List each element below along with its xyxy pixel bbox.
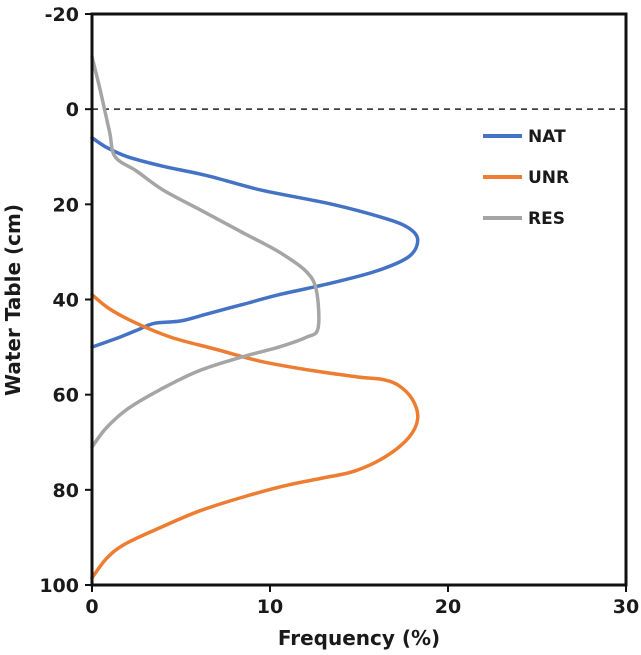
y-tick-label: 60 [53,385,79,407]
legend: NAT UNR RES [483,127,569,229]
y-tick-label: 80 [53,480,79,502]
x-tick-label: 30 [613,596,639,618]
y-axis: -20 0 20 40 60 80 100 [39,4,92,597]
x-axis-title: Frequency (%) [278,626,440,650]
y-tick-label: -20 [45,4,79,26]
legend-label-res: RES [528,209,565,229]
series-layer [90,55,420,580]
x-tick-label: 0 [85,596,98,618]
series-line-res [90,55,321,449]
x-tick-label: 10 [257,596,283,618]
legend-label-unr: UNR [528,168,569,188]
y-tick-label: 20 [53,194,79,216]
legend-label-nat: NAT [528,127,566,147]
y-tick-label: 40 [53,290,79,312]
series-line-nat [90,135,420,349]
y-tick-label: 100 [39,575,79,597]
plot-frame [90,12,628,587]
y-tick-label: 0 [66,99,79,121]
x-axis: 0 10 20 30 [85,585,639,618]
series-line-unr [90,292,420,580]
y-axis-title: Water Table (cm) [1,204,25,396]
x-tick-label: 20 [435,596,461,618]
